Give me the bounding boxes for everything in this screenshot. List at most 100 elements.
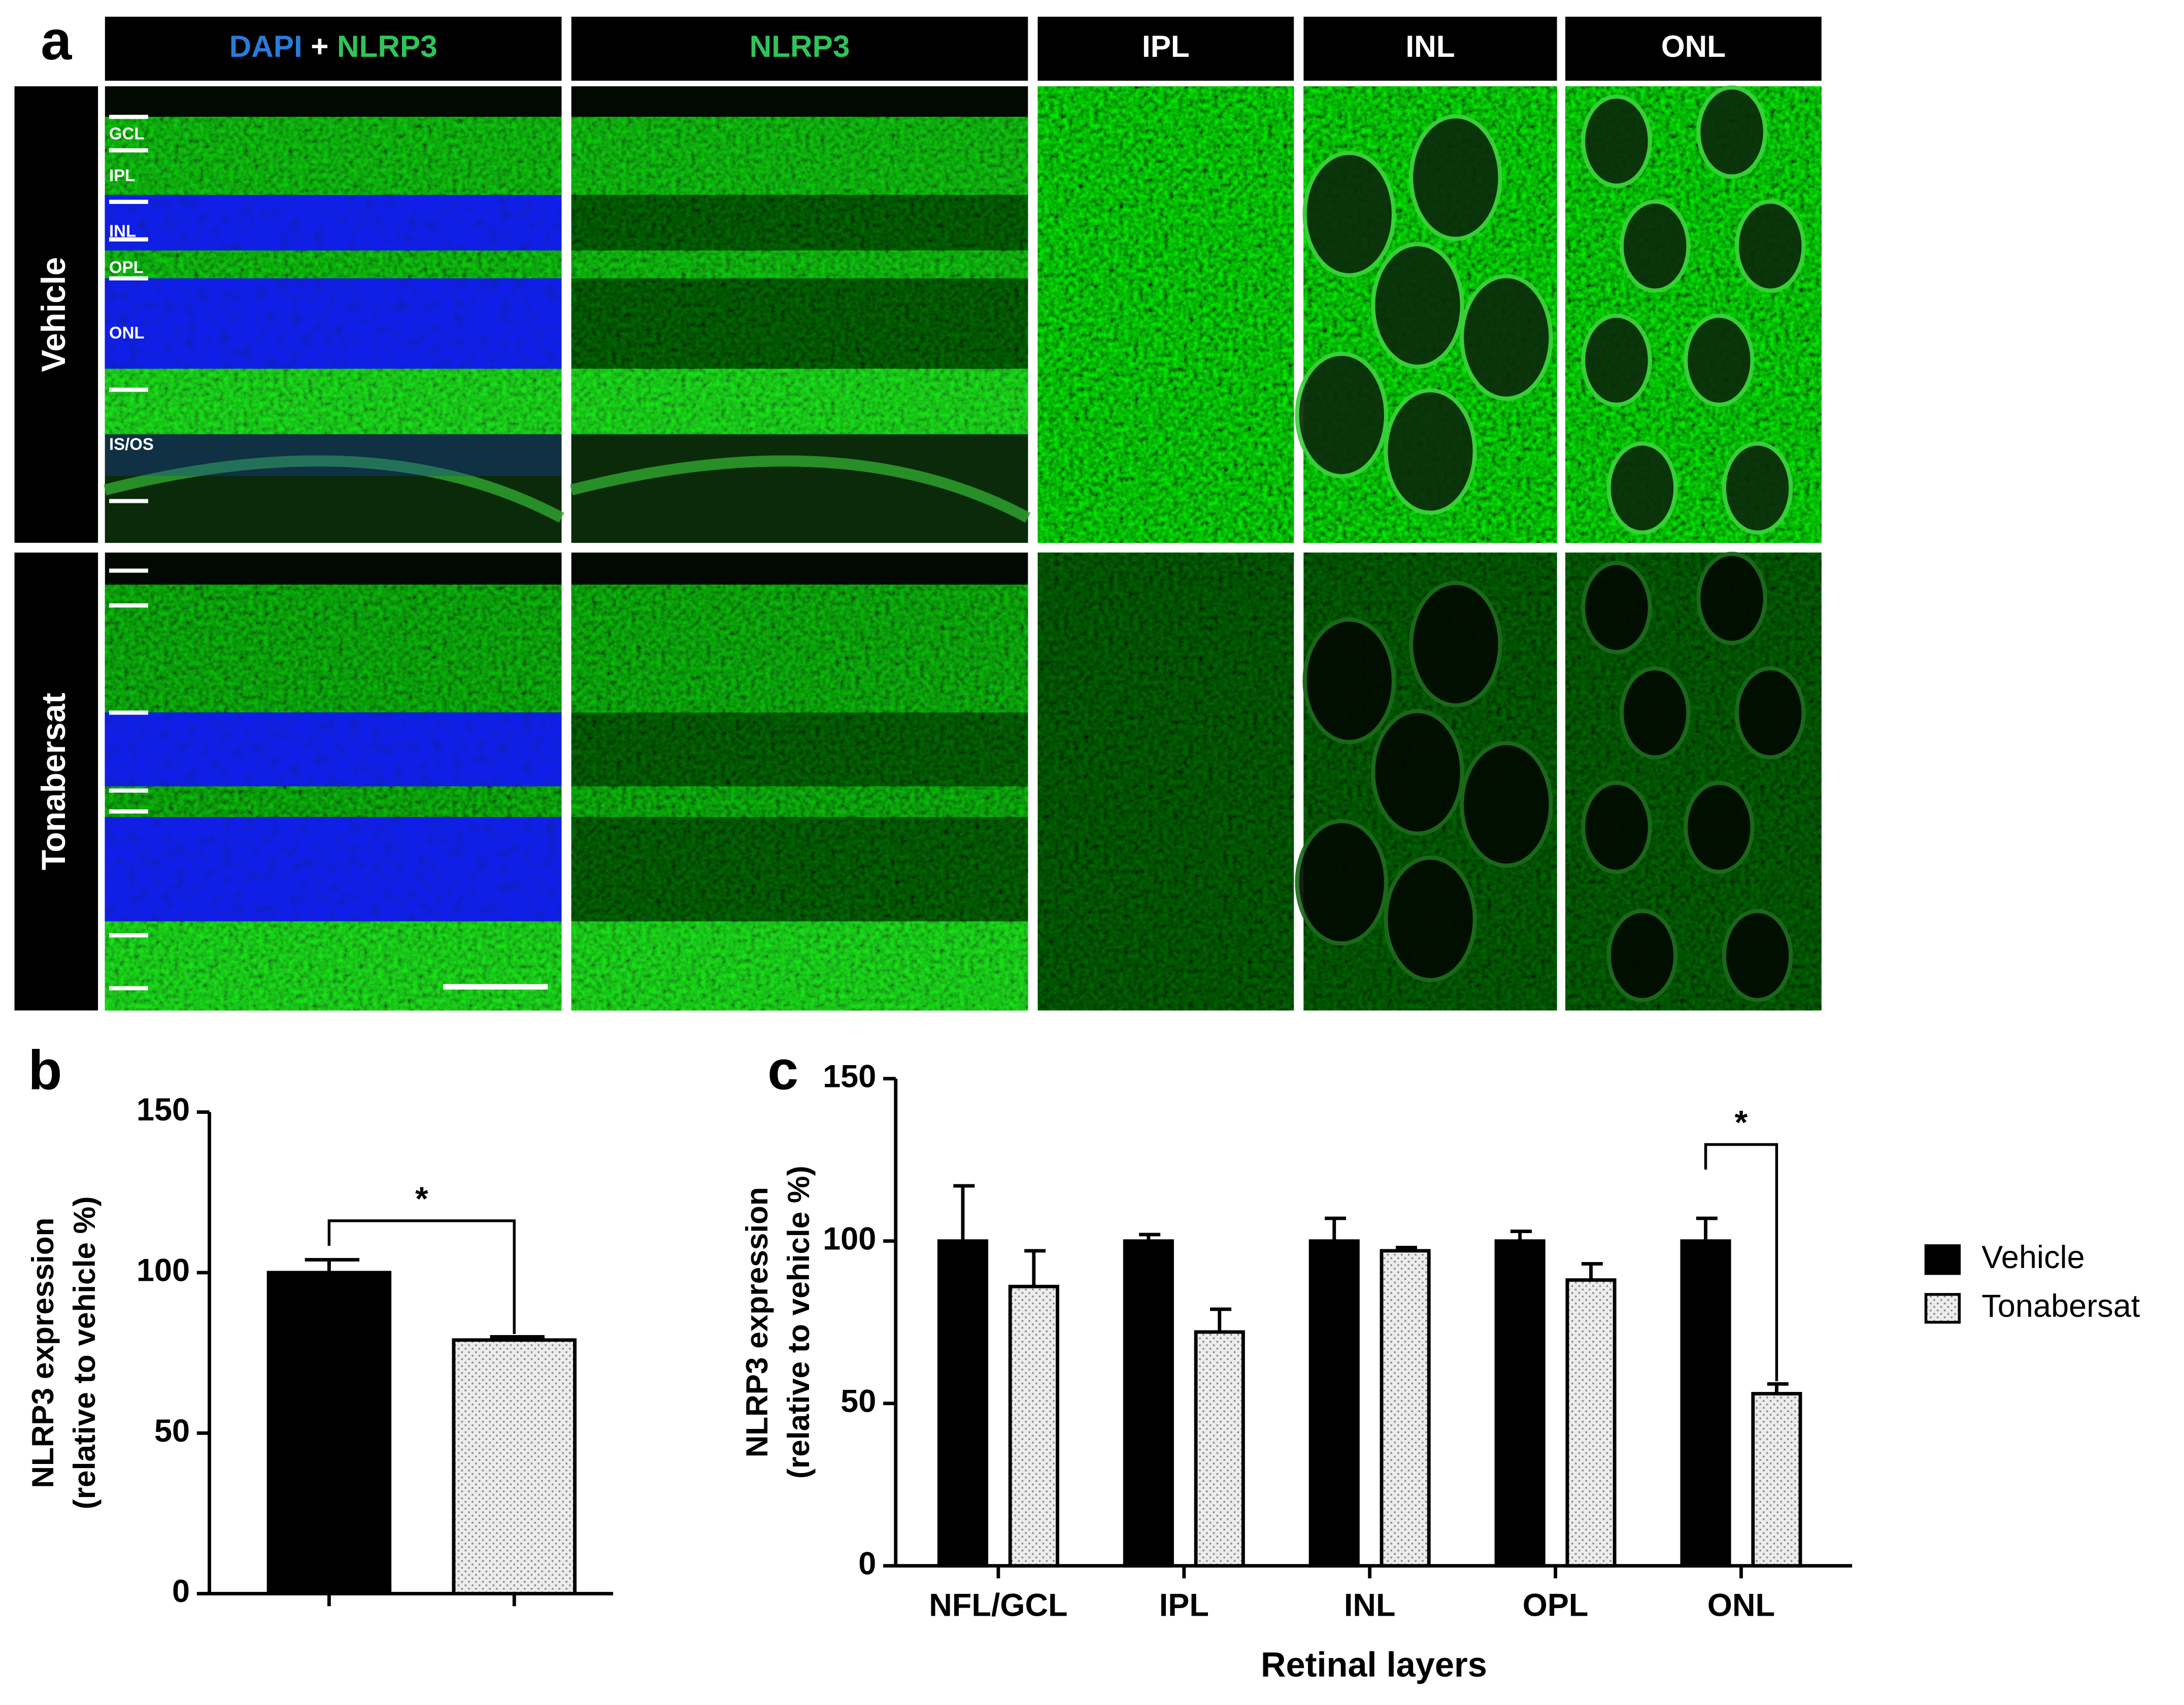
cell-nucleus — [1459, 274, 1553, 401]
bar — [1308, 1239, 1360, 1568]
y-axis-label: (relative to vehicle %) — [67, 1197, 102, 1510]
cell-nucleus — [1696, 552, 1768, 645]
bar — [1565, 1278, 1617, 1568]
y-axis-label: (relative to vehicle %) — [781, 1166, 816, 1479]
header-box — [1037, 16, 1294, 81]
plexiform-layer — [571, 585, 1028, 713]
bar — [266, 1271, 392, 1595]
nuclear-layer — [571, 712, 1028, 787]
nuclear-layer — [571, 817, 1028, 922]
bar — [1380, 1249, 1431, 1568]
error-bar — [1325, 1216, 1347, 1241]
cell-nucleus — [1384, 388, 1477, 515]
y-tick-label: 150 — [137, 1092, 190, 1128]
layer-label: GCL — [109, 124, 144, 143]
y-tick-label: 100 — [823, 1221, 876, 1256]
cell-nucleus — [1409, 581, 1502, 708]
tissue-curve — [569, 455, 1031, 523]
nuclear-layer — [105, 195, 562, 251]
cell-nucleus — [1371, 709, 1464, 836]
x-tick-label: OPL — [1523, 1588, 1589, 1623]
panel-letter: c — [767, 1039, 798, 1101]
x-tick-label: INL — [1344, 1588, 1396, 1623]
y-axis-label: NLRP3 expression — [740, 1187, 774, 1457]
plexiform-layer — [105, 921, 562, 1011]
crop-texture — [1037, 86, 1294, 543]
error-bar — [1581, 1262, 1603, 1280]
bar — [937, 1239, 989, 1568]
error-bar — [1767, 1382, 1789, 1394]
nuclear-layer — [105, 817, 562, 922]
x-axis-label: Retinal layers — [1261, 1645, 1487, 1684]
layer-label: IPL — [109, 166, 135, 185]
x-tick-label: ONL — [1707, 1588, 1775, 1623]
cell-nucleus — [1371, 242, 1464, 369]
y-tick-label: 0 — [858, 1546, 876, 1581]
panel-a: a DAPI + NLRP3 NLRP3 IPL INL ONL Vehicle Tonabers… — [14, 10, 1822, 1011]
cell-nucleus — [1734, 666, 1806, 760]
row-label: Vehicle — [35, 257, 72, 372]
cell-nucleus — [1734, 199, 1806, 293]
bar — [1194, 1330, 1245, 1568]
cell-nucleus — [1683, 780, 1755, 874]
y-tick-label: 100 — [137, 1253, 190, 1288]
bar — [1751, 1392, 1802, 1568]
bar — [1494, 1239, 1545, 1568]
header-part: DAPI — [229, 29, 303, 63]
bar — [452, 1338, 577, 1595]
layer-label: IS/OS — [109, 434, 154, 453]
plexiform-layer — [571, 921, 1028, 1011]
y-axis-label: NLRP3 expression — [25, 1218, 60, 1488]
nuclear-layer — [571, 195, 1028, 251]
plexiform-layer — [105, 585, 562, 713]
header-part: NLRP3 — [750, 29, 850, 63]
cell-nucleus — [1581, 94, 1652, 188]
cell-nucleus — [1606, 441, 1678, 535]
crop-texture — [1037, 552, 1294, 1011]
header-part: + — [311, 29, 328, 63]
column-header: IPL — [1142, 29, 1190, 63]
header-part: ONL — [1661, 29, 1726, 63]
cell-nucleus — [1581, 780, 1652, 874]
cell-nucleus — [1722, 909, 1793, 1002]
plexiform-layer — [105, 786, 562, 817]
nuclear-layer — [105, 278, 562, 369]
plexiform-layer — [571, 117, 1028, 195]
bar — [1123, 1239, 1174, 1568]
column-header: DAPI + NLRP3 — [229, 29, 438, 63]
legend-label: Tonabersat — [1981, 1288, 2140, 1324]
significance-star: * — [415, 1180, 428, 1217]
error-bar — [1510, 1230, 1532, 1241]
bar — [1008, 1284, 1059, 1568]
cell-nucleus — [1581, 561, 1652, 655]
x-tick-label: NFL/GCL — [929, 1588, 1067, 1623]
error-bar — [1210, 1307, 1232, 1332]
nuclear-layer — [571, 278, 1028, 369]
cell-nucleus — [1619, 666, 1691, 760]
cell-nucleus — [1581, 313, 1652, 407]
significance-bracket — [327, 1219, 516, 1334]
cell-nucleus — [1683, 313, 1755, 407]
cell-nucleus — [1409, 114, 1502, 241]
column-header: INL — [1405, 29, 1455, 63]
nuclear-layer — [105, 712, 562, 787]
significance-star: * — [1735, 1104, 1748, 1141]
column-header: NLRP3 — [750, 29, 850, 63]
bar — [1680, 1239, 1731, 1568]
cell-nucleus — [1302, 617, 1396, 744]
cell-nucleus — [1384, 856, 1477, 982]
y-tick-label: 150 — [823, 1059, 876, 1094]
cell-nucleus — [1606, 909, 1678, 1002]
legend-label: Vehicle — [1981, 1240, 2085, 1275]
significance-bracket — [1704, 1143, 1778, 1381]
legend-swatch — [1924, 1293, 1961, 1324]
plexiform-layer — [105, 250, 562, 279]
header-box — [1565, 16, 1822, 81]
y-tick-label: 50 — [154, 1413, 190, 1449]
layer-label: OPL — [109, 258, 144, 277]
header-box — [571, 16, 1028, 81]
header-box — [1303, 16, 1557, 81]
row-label-box — [14, 552, 98, 1011]
